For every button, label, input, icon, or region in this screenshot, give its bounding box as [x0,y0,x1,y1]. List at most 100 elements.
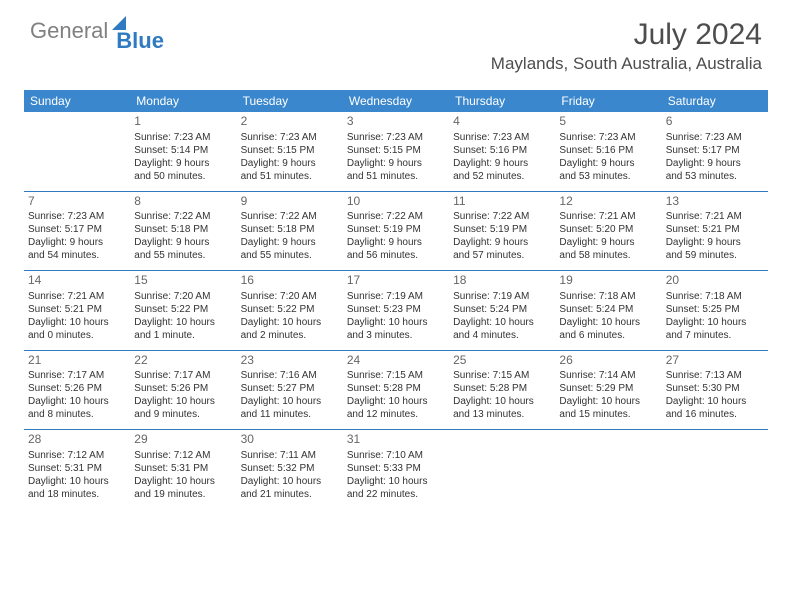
day1-text: Daylight: 10 hours [666,316,764,329]
day-number: 24 [347,353,445,369]
day-number: 7 [28,194,126,210]
day2-text: and 19 minutes. [134,488,232,501]
day-number: 11 [453,194,551,210]
day-number: 18 [453,273,551,289]
sunrise-text: Sunrise: 7:17 AM [134,369,232,382]
day2-text: and 57 minutes. [453,249,551,262]
sunset-text: Sunset: 5:18 PM [134,223,232,236]
day1-text: Daylight: 10 hours [559,395,657,408]
sunset-text: Sunset: 5:16 PM [559,144,657,157]
day-number: 21 [28,353,126,369]
sunrise-text: Sunrise: 7:23 AM [453,131,551,144]
day1-text: Daylight: 10 hours [453,316,551,329]
week-row: 7Sunrise: 7:23 AMSunset: 5:17 PMDaylight… [24,191,768,271]
day-cell: 25Sunrise: 7:15 AMSunset: 5:28 PMDayligh… [449,350,555,430]
sunrise-text: Sunrise: 7:10 AM [347,449,445,462]
day1-text: Daylight: 10 hours [666,395,764,408]
sunset-text: Sunset: 5:15 PM [347,144,445,157]
sunrise-text: Sunrise: 7:13 AM [666,369,764,382]
day2-text: and 8 minutes. [28,408,126,421]
day-number: 25 [453,353,551,369]
sunrise-text: Sunrise: 7:23 AM [559,131,657,144]
day2-text: and 22 minutes. [347,488,445,501]
sunset-text: Sunset: 5:30 PM [666,382,764,395]
sunset-text: Sunset: 5:22 PM [134,303,232,316]
sunrise-text: Sunrise: 7:23 AM [666,131,764,144]
day-cell: 19Sunrise: 7:18 AMSunset: 5:24 PMDayligh… [555,271,661,351]
day-number: 6 [666,114,764,130]
day-cell: 2Sunrise: 7:23 AMSunset: 5:15 PMDaylight… [237,112,343,191]
weekday-header: Wednesday [343,90,449,112]
calendar-table: SundayMondayTuesdayWednesdayThursdayFrid… [24,90,768,509]
sunrise-text: Sunrise: 7:20 AM [241,290,339,303]
weekday-header: Tuesday [237,90,343,112]
day1-text: Daylight: 10 hours [28,395,126,408]
sunset-text: Sunset: 5:17 PM [28,223,126,236]
day-number: 9 [241,194,339,210]
day2-text: and 1 minute. [134,329,232,342]
day-cell: 3Sunrise: 7:23 AMSunset: 5:15 PMDaylight… [343,112,449,191]
week-row: 28Sunrise: 7:12 AMSunset: 5:31 PMDayligh… [24,430,768,509]
day2-text: and 50 minutes. [134,170,232,183]
day-cell: 10Sunrise: 7:22 AMSunset: 5:19 PMDayligh… [343,191,449,271]
sunrise-text: Sunrise: 7:17 AM [28,369,126,382]
week-row: 14Sunrise: 7:21 AMSunset: 5:21 PMDayligh… [24,271,768,351]
day-number: 28 [28,432,126,448]
day1-text: Daylight: 10 hours [241,475,339,488]
day-cell: 29Sunrise: 7:12 AMSunset: 5:31 PMDayligh… [130,430,236,509]
day-cell: 21Sunrise: 7:17 AMSunset: 5:26 PMDayligh… [24,350,130,430]
day1-text: Daylight: 9 hours [134,157,232,170]
day-cell: 17Sunrise: 7:19 AMSunset: 5:23 PMDayligh… [343,271,449,351]
day-number: 14 [28,273,126,289]
sunset-text: Sunset: 5:16 PM [453,144,551,157]
day-number: 3 [347,114,445,130]
day2-text: and 51 minutes. [347,170,445,183]
day2-text: and 9 minutes. [134,408,232,421]
weekday-header: Saturday [662,90,768,112]
day-cell [24,112,130,191]
sunset-text: Sunset: 5:19 PM [453,223,551,236]
sunrise-text: Sunrise: 7:22 AM [241,210,339,223]
sunrise-text: Sunrise: 7:23 AM [347,131,445,144]
sunrise-text: Sunrise: 7:12 AM [134,449,232,462]
day2-text: and 11 minutes. [241,408,339,421]
day1-text: Daylight: 10 hours [28,316,126,329]
day-cell [555,430,661,509]
sunrise-text: Sunrise: 7:23 AM [241,131,339,144]
page-header: General Blue July 2024 Maylands, South A… [0,0,792,82]
day-number: 10 [347,194,445,210]
day-cell: 14Sunrise: 7:21 AMSunset: 5:21 PMDayligh… [24,271,130,351]
location-subtitle: Maylands, South Australia, Australia [491,54,762,74]
weekday-header: Friday [555,90,661,112]
day-number: 22 [134,353,232,369]
day1-text: Daylight: 9 hours [559,236,657,249]
sunset-text: Sunset: 5:20 PM [559,223,657,236]
sunset-text: Sunset: 5:33 PM [347,462,445,475]
sunrise-text: Sunrise: 7:15 AM [453,369,551,382]
day1-text: Daylight: 10 hours [453,395,551,408]
day-number: 26 [559,353,657,369]
day-cell: 26Sunrise: 7:14 AMSunset: 5:29 PMDayligh… [555,350,661,430]
day-cell: 8Sunrise: 7:22 AMSunset: 5:18 PMDaylight… [130,191,236,271]
day2-text: and 13 minutes. [453,408,551,421]
day-cell: 20Sunrise: 7:18 AMSunset: 5:25 PMDayligh… [662,271,768,351]
day2-text: and 55 minutes. [241,249,339,262]
sunrise-text: Sunrise: 7:16 AM [241,369,339,382]
sunrise-text: Sunrise: 7:15 AM [347,369,445,382]
day-number: 13 [666,194,764,210]
day2-text: and 16 minutes. [666,408,764,421]
week-row: 21Sunrise: 7:17 AMSunset: 5:26 PMDayligh… [24,350,768,430]
sunrise-text: Sunrise: 7:21 AM [666,210,764,223]
sunset-text: Sunset: 5:26 PM [134,382,232,395]
day-cell: 27Sunrise: 7:13 AMSunset: 5:30 PMDayligh… [662,350,768,430]
day1-text: Daylight: 9 hours [134,236,232,249]
day-number: 12 [559,194,657,210]
day-number: 17 [347,273,445,289]
day-number: 1 [134,114,232,130]
day-number: 19 [559,273,657,289]
title-block: July 2024 Maylands, South Australia, Aus… [491,18,762,74]
day-cell: 9Sunrise: 7:22 AMSunset: 5:18 PMDaylight… [237,191,343,271]
day-cell: 18Sunrise: 7:19 AMSunset: 5:24 PMDayligh… [449,271,555,351]
day-number: 31 [347,432,445,448]
day-cell: 16Sunrise: 7:20 AMSunset: 5:22 PMDayligh… [237,271,343,351]
